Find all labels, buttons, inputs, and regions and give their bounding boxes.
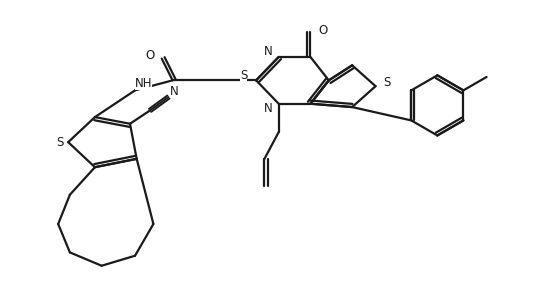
Text: N: N [264,46,272,58]
Text: O: O [319,24,327,37]
Text: N: N [170,85,178,98]
Text: N: N [264,102,272,115]
Text: O: O [146,49,155,62]
Text: S: S [56,136,64,149]
Text: S: S [240,69,247,82]
Text: NH: NH [135,77,152,90]
Text: S: S [383,76,391,88]
